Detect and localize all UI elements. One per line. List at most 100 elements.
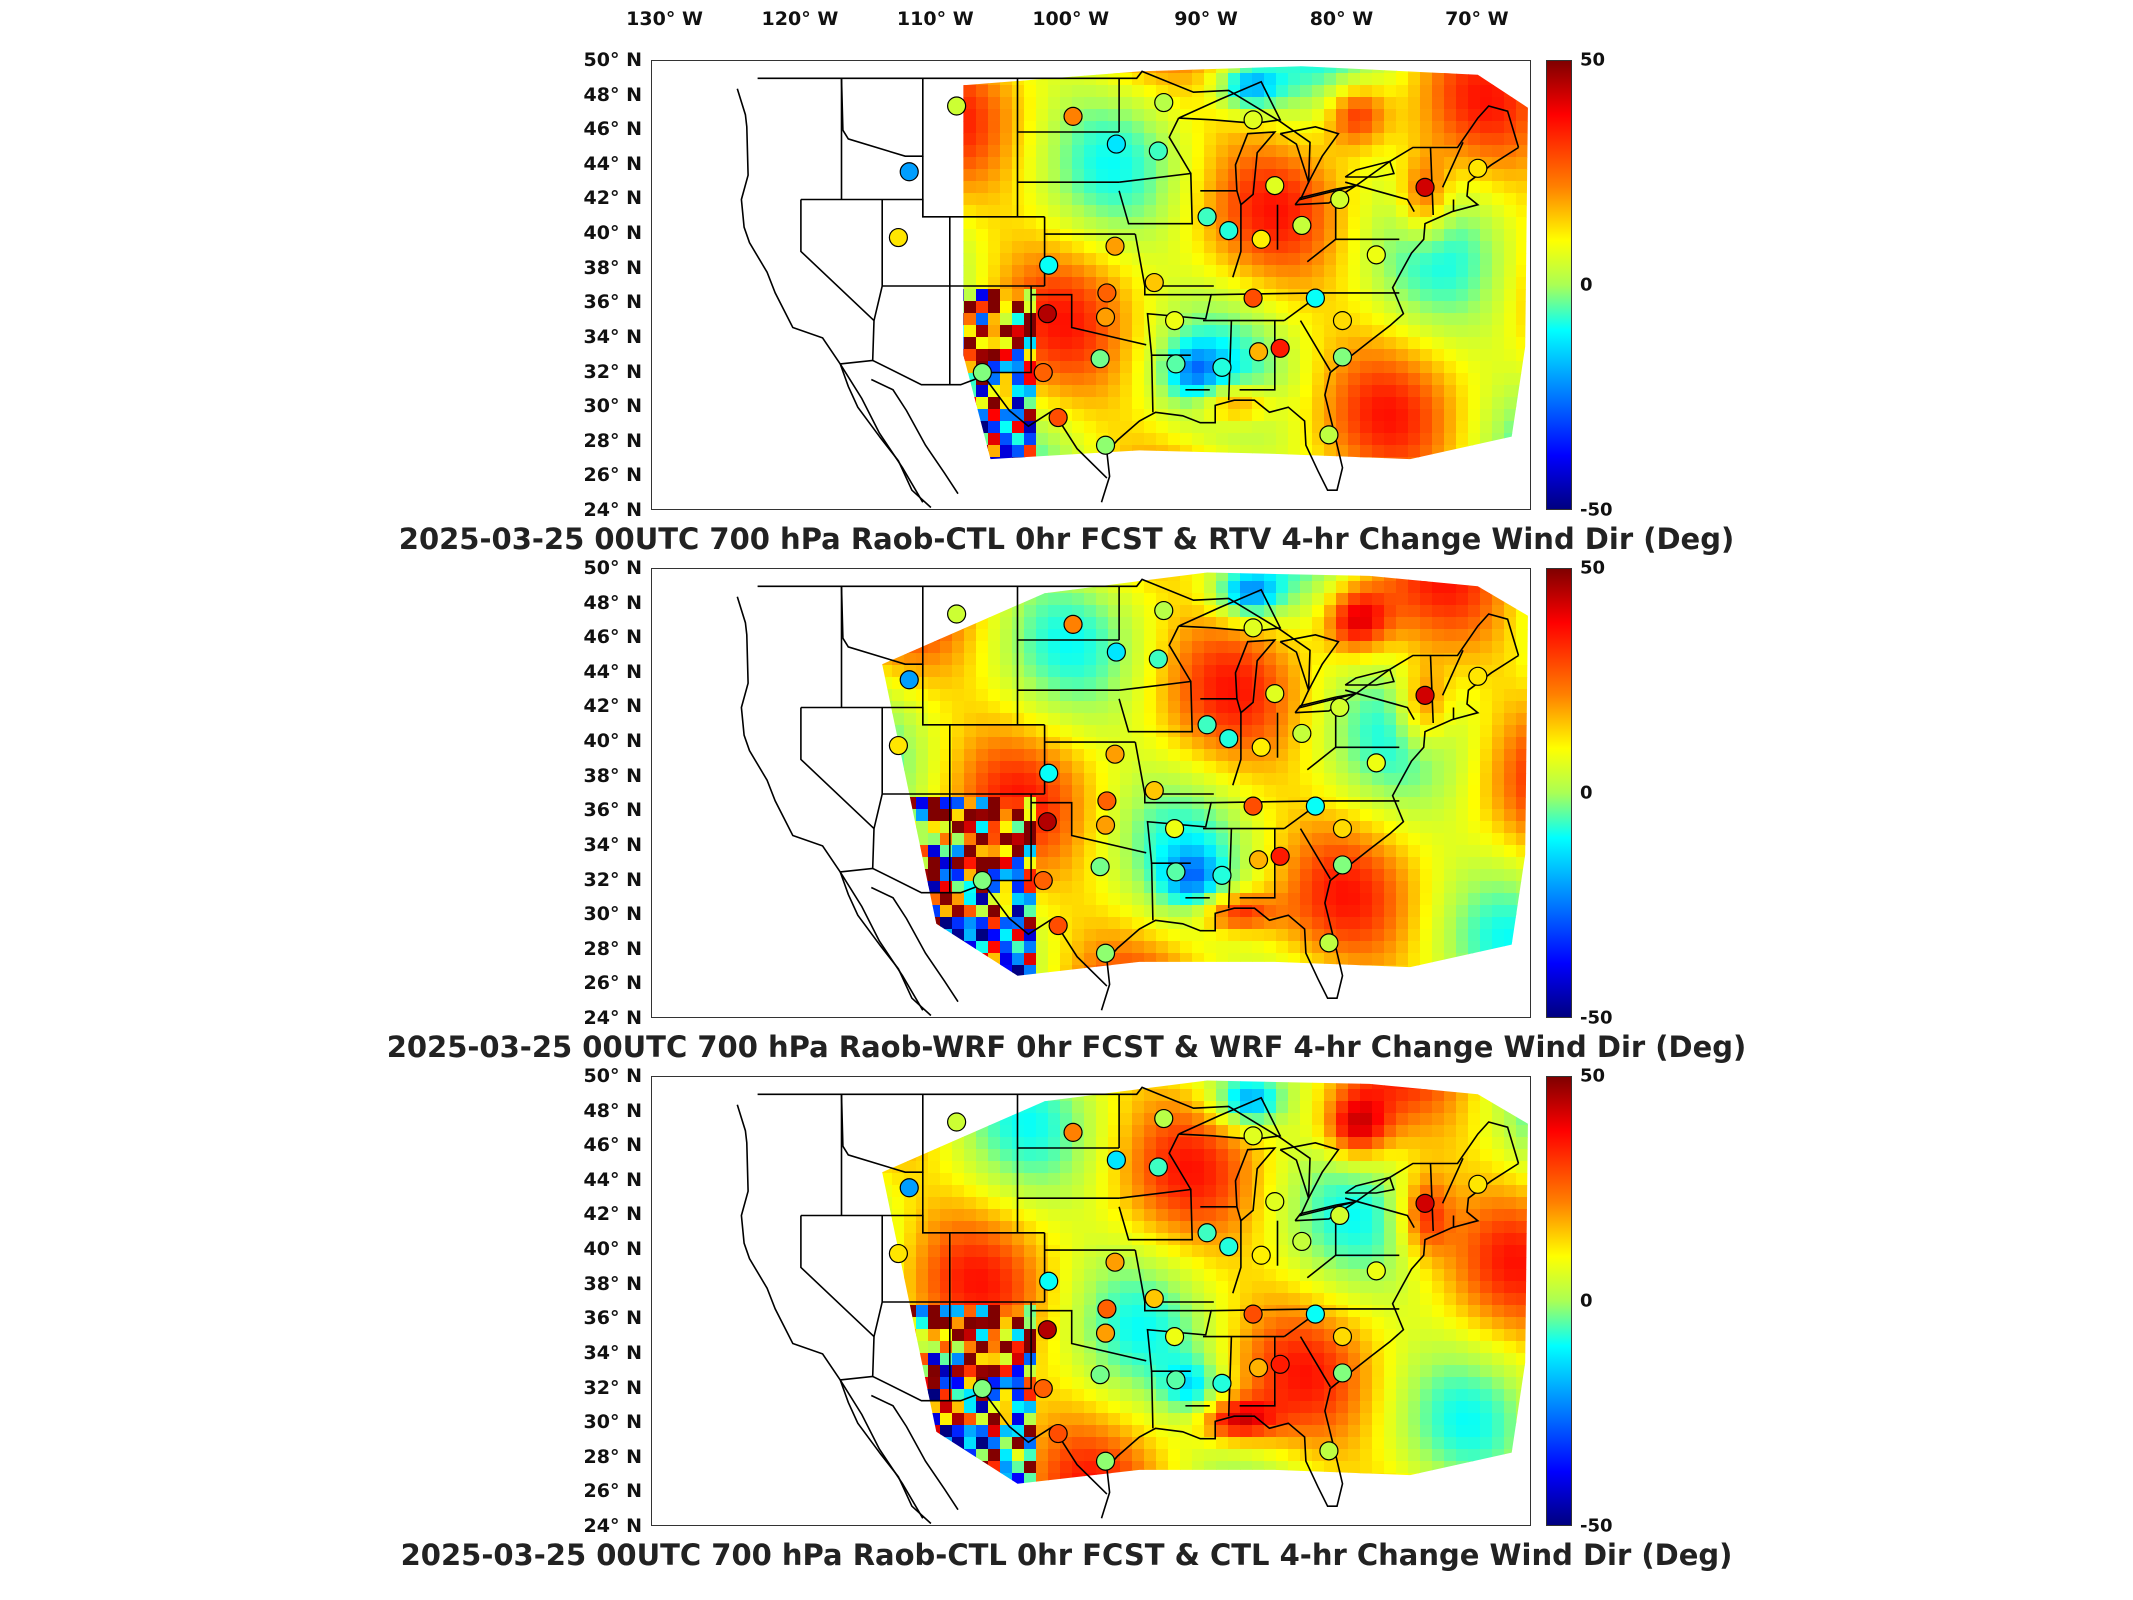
station-marker [1037,304,1057,324]
latitude-tick-label: 48° N [583,83,642,106]
boundary-line [870,1394,959,1511]
boundary-line [1150,1371,1154,1429]
station-marker [1415,1193,1435,1213]
station-marker [1090,1365,1110,1385]
station-marker [1265,684,1285,704]
station-marker [1097,283,1117,303]
longitude-tick-label: 130° W [626,8,703,30]
colorbar-tick-label: 0 [1580,1290,1593,1312]
boundary-line [1168,1133,1192,1190]
boundary-line [1144,794,1213,864]
station-marker [1219,1237,1239,1257]
latitude-tick-label: 24° N [583,1007,642,1029]
latitude-tick-label: 26° N [583,464,642,487]
boundary-line [1211,292,1320,296]
station-marker [1270,338,1290,358]
station-marker [1330,697,1350,718]
station-marker [1219,729,1239,749]
boundary-line [1344,160,1395,178]
boundary-line [1178,1096,1282,1141]
boundary-line [1294,184,1357,206]
boundary-line [1232,710,1242,786]
station-marker [1219,221,1239,241]
boundary-line [800,1215,875,1338]
station-marker [1330,1205,1350,1226]
station-marker [947,96,967,116]
boundary-line [1134,741,1214,795]
latitude-tick-label: 30° N [583,395,642,418]
boundary-line [1279,633,1340,693]
boundary-line [1134,233,1214,287]
colorbar-tick-label: 0 [1580,782,1593,804]
station-marker [1048,915,1068,936]
boundary-line [1294,1200,1357,1222]
station-marker [1106,642,1126,662]
boundary-line [870,378,959,495]
latitude-tick-label: 38° N [583,256,642,279]
boundary-line [1031,1309,1147,1362]
station-marker [1243,288,1263,308]
colorbar-tick-label: 0 [1580,274,1593,296]
boundary-line [840,586,924,665]
station-marker [1468,158,1488,178]
station-marker [1330,189,1350,210]
station-marker [1366,245,1386,265]
station-marker [1090,349,1110,369]
station-marker [1063,1122,1083,1142]
boundary-line [840,867,1108,987]
boundary-line [757,578,1520,709]
latitude-tick-label: 46° N [583,626,642,649]
longitude-tick-label: 120° W [761,8,839,30]
latitude-tick-label: 30° N [583,903,642,926]
latitude-tick-label: 42° N [583,187,642,210]
station-marker [1251,1245,1271,1265]
boundary-line [1227,828,1233,909]
wind-change-field [963,66,1528,460]
boundary-line [840,359,1108,479]
station-marker [1095,943,1116,963]
latitude-tick-label: 32° N [583,1376,642,1399]
latitude-axis-labels: 50° N 48° N 46° N 44° N 42° N 40° N 38° N 36° N… [570,1065,650,1537]
boundary-line [1294,692,1357,714]
latitude-tick-label: 38° N [583,1272,642,1295]
wind-direction-map [736,1080,1528,1525]
boundary-line [1150,355,1154,413]
station-marker [1319,1441,1339,1461]
latitude-tick-label: 40° N [583,730,642,753]
latitude-tick-label: 42° N [583,1203,642,1226]
station-marker [1144,780,1164,801]
boundary-line [1118,680,1194,733]
boundary-line [982,1302,1032,1390]
station-marker [1305,1304,1325,1324]
map-panel-3: 50° N 48° N 46° N 44° N 42° N 40° N 38° N 36° N… [0,1065,2133,1586]
boundary-line [1144,1302,1213,1372]
station-marker [1270,846,1290,866]
latitude-tick-label: 30° N [583,1411,642,1434]
latitude-tick-label: 48° N [583,1099,642,1122]
station-marker [1048,407,1068,428]
station-marker [1243,110,1263,130]
latitude-tick-label: 44° N [583,1168,642,1191]
station-marker [947,1112,967,1132]
station-marker [1292,215,1312,236]
station-marker [1251,737,1271,757]
station-marker [1097,791,1117,811]
boundary-line [800,199,875,322]
boundary-line [1100,1162,1519,1519]
boundary-line [1211,800,1320,804]
latitude-tick-label: 40° N [583,1238,642,1261]
boundary-line [1150,863,1154,921]
boundary-line [839,1379,932,1525]
station-marker [1197,1223,1217,1243]
station-marker [1305,288,1325,308]
station-marker [1097,1299,1117,1319]
station-marker [947,604,967,624]
station-marker [899,670,919,690]
boundary-line [1211,1308,1320,1312]
latitude-tick-label: 34° N [583,1341,642,1364]
boundaries [736,1086,1520,1525]
boundary-line [840,78,924,157]
wind-change-field [882,1080,1528,1484]
station-marker [1154,92,1174,113]
station-marker [899,162,919,182]
